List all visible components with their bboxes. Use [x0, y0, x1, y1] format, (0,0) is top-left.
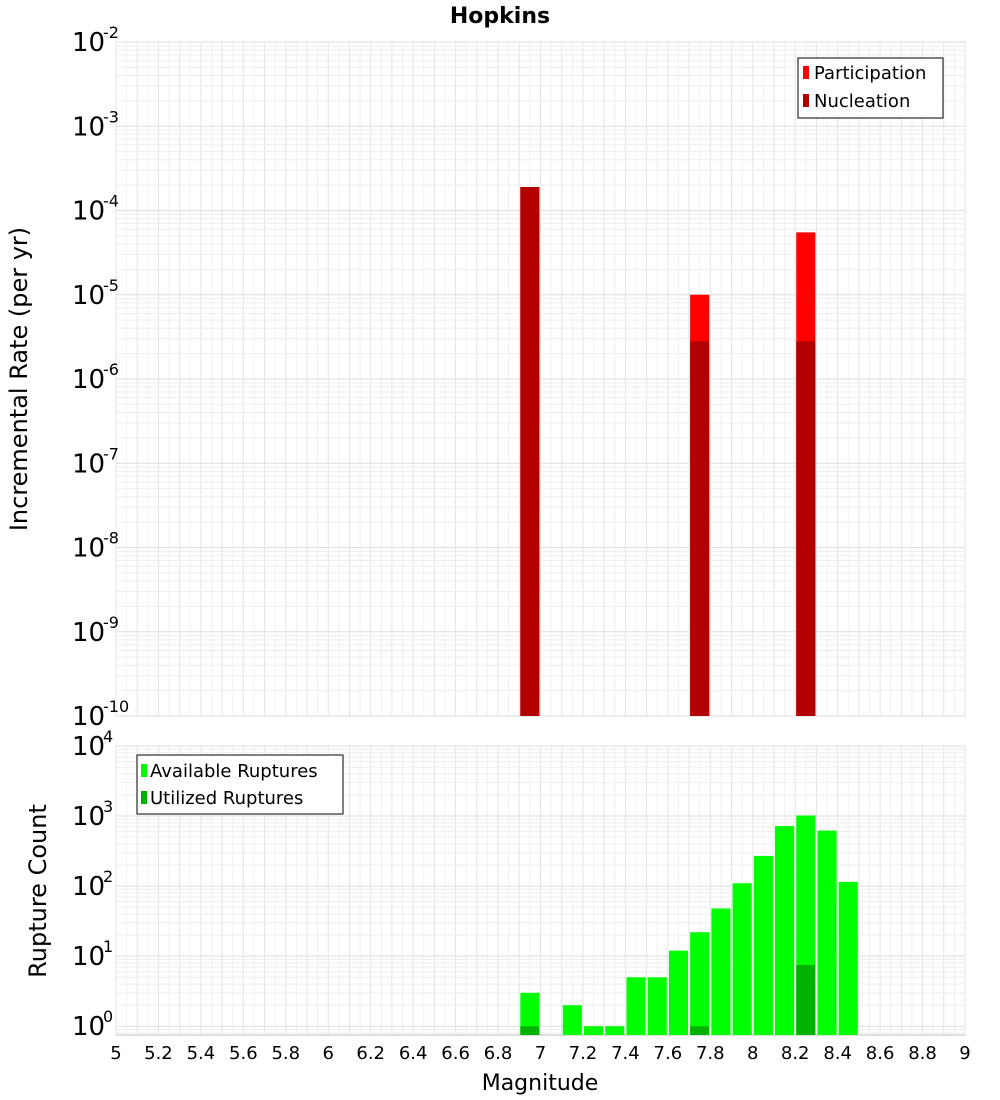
bar-available-ruptures: [668, 950, 689, 1035]
bar-available-ruptures: [775, 826, 795, 1035]
y-tick-exponent: -2: [103, 23, 119, 42]
bar-nucleation: [796, 341, 816, 716]
x-tick-label: 6.6: [441, 1043, 470, 1064]
y-tick-exponent: -6: [103, 360, 119, 379]
x-tick-label: 8.8: [908, 1043, 937, 1064]
top-legend-box: [797, 57, 944, 119]
x-tick-label: 8.6: [866, 1043, 895, 1064]
bar-nucleation: [690, 341, 710, 716]
x-tick-label: 7.6: [654, 1043, 683, 1064]
bar-available-ruptures: [753, 855, 773, 1035]
legend-swatch-nucleation: [803, 94, 809, 107]
y-tick-label: 10: [72, 802, 105, 832]
bar-utilized-ruptures: [690, 1026, 710, 1035]
x-tick-label: 8: [747, 1043, 758, 1064]
x-axis-label: Magnitude: [482, 1071, 599, 1096]
top-grid: [115, 41, 966, 717]
x-tick-label: 6.4: [399, 1043, 428, 1064]
x-tick-label: 6: [323, 1043, 334, 1064]
y-tick-exponent: -8: [103, 529, 119, 548]
legend-swatch-available-ruptures: [141, 764, 147, 777]
bottom-legend: Available Ruptures Utilized Ruptures: [136, 754, 344, 815]
bar-available-ruptures: [562, 1005, 582, 1035]
bottom-legend-box: [136, 754, 344, 815]
legend-label-nucleation: Nucleation: [814, 91, 910, 112]
bar-nucleation: [520, 187, 540, 716]
bar-available-ruptures: [711, 908, 731, 1035]
x-tick-label: 8.2: [781, 1043, 810, 1064]
x-tick-label: 6.2: [356, 1043, 385, 1064]
legend-label-available-ruptures: Available Ruptures: [150, 761, 318, 782]
bar-available-ruptures: [605, 1026, 625, 1035]
y-tick-exponent: -10: [103, 697, 129, 716]
y-tick-exponent: 2: [103, 867, 113, 886]
y-tick-exponent: -3: [103, 107, 119, 126]
y-tick-exponent: -5: [103, 276, 119, 295]
y-tick-label: 10: [72, 534, 105, 564]
x-tick-labels: 5 5.2 5.4 5.6 5.8 6 6.2 6.4 6.6 6.8 7 7.2 7.4 7.6 7.8 8…: [110, 1043, 970, 1064]
bar-utilized-ruptures: [796, 964, 816, 1035]
top-y-axis-label: Incremental Rate (per yr): [5, 227, 33, 531]
y-tick-exponent: 1: [103, 937, 113, 956]
bar-available-ruptures: [817, 830, 837, 1035]
bar-available-ruptures: [626, 977, 646, 1035]
y-tick-exponent: -4: [103, 192, 119, 211]
y-tick-label: 10: [72, 112, 105, 142]
x-tick-label: 7.2: [569, 1043, 598, 1064]
x-tick-label: 5.4: [187, 1043, 216, 1064]
y-tick-exponent: 0: [103, 1007, 113, 1026]
y-tick-label: 10: [72, 872, 105, 902]
legend-swatch-participation: [803, 66, 809, 79]
top-legend: Participation Nucleation: [797, 57, 944, 119]
y-tick-label: 10: [72, 449, 105, 479]
y-tick-label: 10: [72, 702, 105, 732]
bar-available-ruptures: [584, 1026, 604, 1035]
top-bars: [520, 187, 816, 716]
bottom-y-axis-label: Rupture Count: [24, 804, 52, 978]
legend-label-participation: Participation: [814, 63, 926, 84]
x-tick-label: 7.8: [696, 1043, 725, 1064]
x-tick-label: 7: [535, 1043, 546, 1064]
x-tick-label: 5.8: [271, 1043, 300, 1064]
bar-utilized-ruptures: [520, 1026, 540, 1035]
bar-available-ruptures: [520, 992, 540, 1035]
bar-available-ruptures: [838, 881, 858, 1035]
y-tick-label: 10: [72, 365, 105, 395]
bottom-bars: [520, 815, 858, 1035]
x-tick-label: 5: [110, 1043, 121, 1064]
x-tick-label: 9: [959, 1043, 970, 1064]
chart-title: Hopkins: [450, 4, 550, 29]
y-tick-exponent: 3: [103, 797, 113, 816]
y-tick-exponent: -7: [103, 444, 119, 463]
y-tick-label: 10: [72, 942, 105, 972]
legend-label-utilized-ruptures: Utilized Ruptures: [150, 788, 303, 809]
x-tick-label: 7.4: [611, 1043, 640, 1064]
y-tick-label: 10: [72, 618, 105, 648]
y-tick-exponent: -9: [103, 613, 119, 632]
x-tick-label: 8.4: [823, 1043, 852, 1064]
y-tick-label: 10: [72, 281, 105, 311]
bar-available-ruptures: [690, 932, 710, 1035]
x-tick-label: 5.6: [229, 1043, 258, 1064]
bar-available-ruptures: [647, 977, 667, 1035]
y-tick-label: 10: [72, 197, 105, 227]
y-tick-label: 10: [72, 732, 105, 762]
y-tick-exponent: 4: [103, 727, 113, 746]
legend-swatch-utilized-ruptures: [141, 791, 147, 804]
x-tick-label: 5.2: [144, 1043, 173, 1064]
bar-available-ruptures: [732, 883, 752, 1035]
bottom-grid: [115, 745, 966, 1035]
y-tick-label: 10: [72, 28, 105, 58]
y-tick-label: 10: [72, 1012, 105, 1042]
x-tick-label: 6.8: [484, 1043, 513, 1064]
